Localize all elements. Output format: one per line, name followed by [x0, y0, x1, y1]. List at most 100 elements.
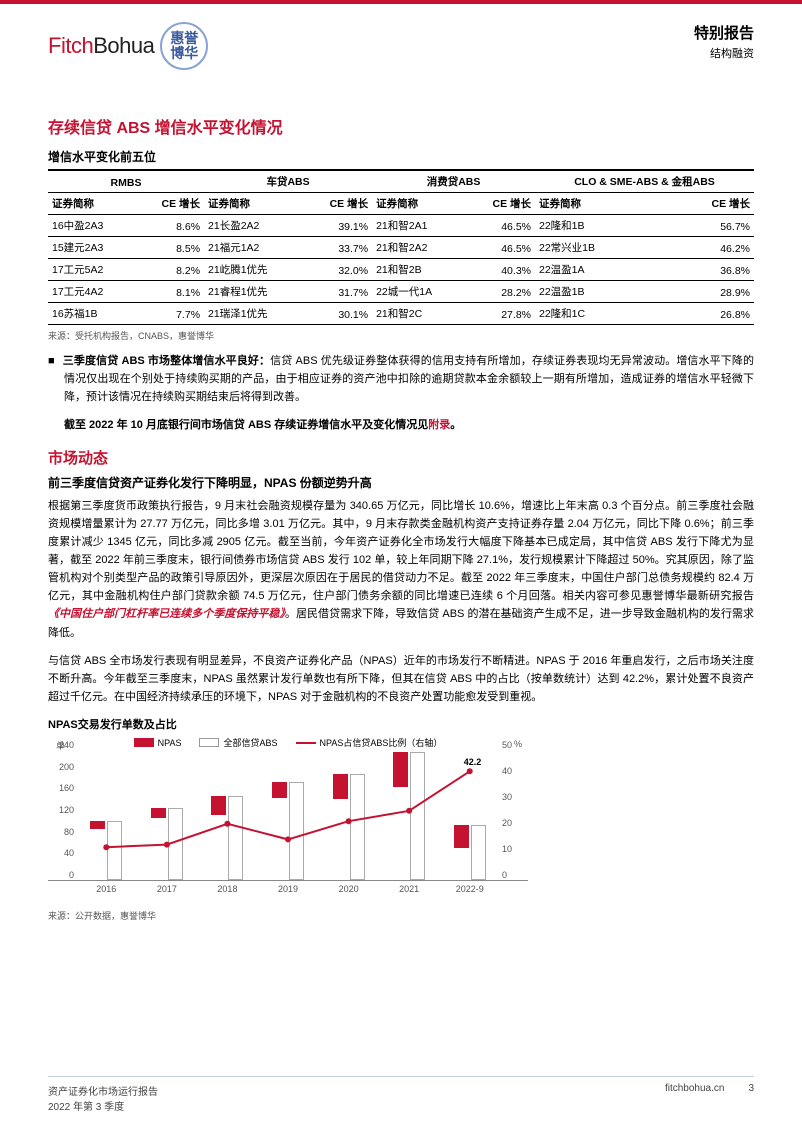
table-row: 17工元4A28.1%21睿程1优先31.7%22城一代1A28.2%22温盈1… — [48, 281, 754, 303]
table-cell: 33.7% — [304, 237, 373, 259]
th-name-3: 证券简称 — [372, 193, 466, 215]
chart-source: 来源：公开数据，惠誉博华 — [48, 909, 754, 922]
table-cell: 17工元4A2 — [48, 281, 135, 303]
legend-ratio-label: NPAS占信贷ABS比例（右轴） — [320, 736, 443, 749]
chart-legend: NPAS 全部信贷ABS NPAS占信贷ABS比例（右轴） — [48, 736, 528, 749]
table-cell: 32.0% — [304, 259, 373, 281]
p1-link[interactable]: 《中国住户部门杠杆率已连续多个季度保持平稳》 — [48, 608, 285, 620]
table-cell: 21屹腾1优先 — [204, 259, 304, 281]
x-tick-label: 2018 — [197, 884, 258, 894]
th-group-consumer: 消费贷ABS — [372, 170, 535, 193]
table-cell: 46.5% — [466, 215, 535, 237]
footer-left-1: 资产证券化市场运行报告 — [48, 1083, 158, 1098]
table-cell: 7.7% — [135, 303, 204, 325]
header-right: 特别报告 结构融资 — [694, 22, 754, 61]
table-cell: 22隆和1C — [535, 303, 662, 325]
section-2-sub: 前三季度信贷资产证券化发行下降明显，NPAS 份额逆势升高 — [48, 474, 754, 491]
th-ce-1: CE 增长 — [135, 193, 204, 215]
table-cell: 21瑞泽1优先 — [204, 303, 304, 325]
logo-cn-2: 博华 — [170, 46, 198, 61]
appendix-line: 截至 2022 年 10 月底银行间市场信贷 ABS 存续证券增信水平及变化情况… — [48, 416, 754, 434]
chart-title: NPAS交易发行单数及占比 — [48, 716, 754, 732]
legend-ratio: NPAS占信贷ABS比例（右轴） — [296, 736, 443, 749]
bullet-para-1: ■三季度信贷 ABS 市场整体增信水平良好：信贷 ABS 优先级证券整体获得的信… — [48, 352, 754, 406]
legend-line-red-icon — [296, 742, 316, 744]
th-group-clo: CLO & SME-ABS & 金租ABS — [535, 170, 754, 193]
market-para-2: 与信贷 ABS 全市场发行表现有明显差异，不良资产证券化产品（NPAS）近年的市… — [48, 652, 754, 706]
th-name-1: 证券简称 — [48, 193, 135, 215]
table-cell: 22温盈1A — [535, 259, 662, 281]
table-cell: 22城一代1A — [372, 281, 466, 303]
table-cell: 21福元1A2 — [204, 237, 304, 259]
table-source: 来源：受托机构报告，CNABS，惠誉博华 — [48, 329, 754, 342]
th-group-auto: 车贷ABS — [204, 170, 372, 193]
content: 存续信贷 ABS 增信水平变化情况 增信水平变化前五位 RMBS 车贷ABS 消… — [0, 78, 802, 922]
table-cell: 30.1% — [304, 303, 373, 325]
x-tick-label: 2021 — [379, 884, 440, 894]
table-cell: 21和智2A1 — [372, 215, 466, 237]
table-sub-title: 增信水平变化前五位 — [48, 148, 754, 165]
table-cell: 8.5% — [135, 237, 204, 259]
th-ce-2: CE 增长 — [304, 193, 373, 215]
table-cell: 8.2% — [135, 259, 204, 281]
footer-right: fitchbohua.cn 3 — [665, 1083, 754, 1113]
table-cell: 21长盈2A2 — [204, 215, 304, 237]
x-tick-label: 2020 — [318, 884, 379, 894]
section-1-title: 存续信贷 ABS 增信水平变化情况 — [48, 114, 754, 138]
table-cell: 8.1% — [135, 281, 204, 303]
x-tick-label: 2016 — [76, 884, 137, 894]
footer-left: 资产证券化市场运行报告 2022 年第 3 季度 — [48, 1083, 158, 1113]
ratio-line — [76, 751, 500, 881]
table-cell: 22常兴业1B — [535, 237, 662, 259]
x-axis: 2016201720182019202020212022-9 — [76, 884, 500, 894]
table-cell: 39.1% — [304, 215, 373, 237]
p1-text: 根据第三季度货币政策执行报告，9 月末社会融资规模存量为 340.65 万亿元，… — [48, 500, 754, 603]
table-row: 16中盈2A38.6%21长盈2A239.1%21和智2A146.5%22隆和1… — [48, 215, 754, 237]
chart-plot: 单 % 04080120160200240 01020304050 201620… — [48, 751, 528, 881]
table-cell: 46.5% — [466, 237, 535, 259]
bullet-lead: 三季度信贷 ABS 市场整体增信水平良好： — [63, 355, 270, 367]
table-body: 16中盈2A38.6%21长盈2A239.1%21和智2A146.5%22隆和1… — [48, 215, 754, 325]
table-cell: 15建元2A3 — [48, 237, 135, 259]
table-cell: 21和智2C — [372, 303, 466, 325]
footer-site: fitchbohua.cn — [665, 1083, 725, 1094]
report-category: 结构融资 — [694, 45, 754, 61]
table-cell: 28.9% — [662, 281, 754, 303]
table-cell: 21和智2A2 — [372, 237, 466, 259]
footer-page: 3 — [748, 1083, 754, 1094]
logo-fitch: FitchBohua — [48, 33, 154, 59]
table-cell: 40.3% — [466, 259, 535, 281]
legend-box-white-icon — [199, 738, 219, 747]
y-axis-left: 04080120160200240 — [48, 751, 74, 880]
legend-all: 全部信贷ABS — [199, 736, 277, 749]
logo-fitch-text: Fitch — [48, 33, 93, 58]
table-head: RMBS 车贷ABS 消费贷ABS CLO & SME-ABS & 金租ABS … — [48, 170, 754, 215]
table-cell: 46.2% — [662, 237, 754, 259]
th-ce-4: CE 增长 — [662, 193, 754, 215]
footer-left-2: 2022 年第 3 季度 — [48, 1098, 158, 1113]
logo-bohua-text: Bohua — [93, 33, 154, 58]
logo-cn-1: 惠誉 — [170, 31, 198, 46]
bullet-marker: ■ — [48, 355, 55, 367]
x-tick-label: 2022-9 — [439, 884, 500, 894]
legend-npas: NPAS — [134, 738, 182, 748]
section-2-title: 市场动态 — [48, 447, 754, 468]
x-tick-label: 2019 — [258, 884, 319, 894]
page-header: FitchBohua 惠誉 博华 特别报告 结构融资 — [0, 4, 802, 78]
logo-cn-seal: 惠誉 博华 — [160, 22, 208, 70]
appendix-link[interactable]: 附录 — [428, 419, 450, 431]
npas-chart: NPAS 全部信贷ABS NPAS占信贷ABS比例（右轴） 单 % 040801… — [48, 736, 528, 906]
x-tick-label: 2017 — [137, 884, 198, 894]
appendix-lead: 截至 2022 年 10 月底银行间市场信贷 ABS 存续证券增信水平及变化情况… — [64, 419, 428, 431]
table-cell: 16苏福1B — [48, 303, 135, 325]
table-row: 17工元5A28.2%21屹腾1优先32.0%21和智2B40.3%22温盈1A… — [48, 259, 754, 281]
table-cell: 26.8% — [662, 303, 754, 325]
table-cell: 22隆和1B — [535, 215, 662, 237]
table-row: 15建元2A38.5%21福元1A233.7%21和智2A246.5%22常兴业… — [48, 237, 754, 259]
legend-npas-label: NPAS — [158, 738, 182, 748]
logo: FitchBohua 惠誉 博华 — [48, 22, 208, 70]
table-cell: 31.7% — [304, 281, 373, 303]
ce-table: RMBS 车贷ABS 消费贷ABS CLO & SME-ABS & 金租ABS … — [48, 169, 754, 325]
table-cell: 56.7% — [662, 215, 754, 237]
market-para-1: 根据第三季度货币政策执行报告，9 月末社会融资规模存量为 340.65 万亿元，… — [48, 497, 754, 642]
